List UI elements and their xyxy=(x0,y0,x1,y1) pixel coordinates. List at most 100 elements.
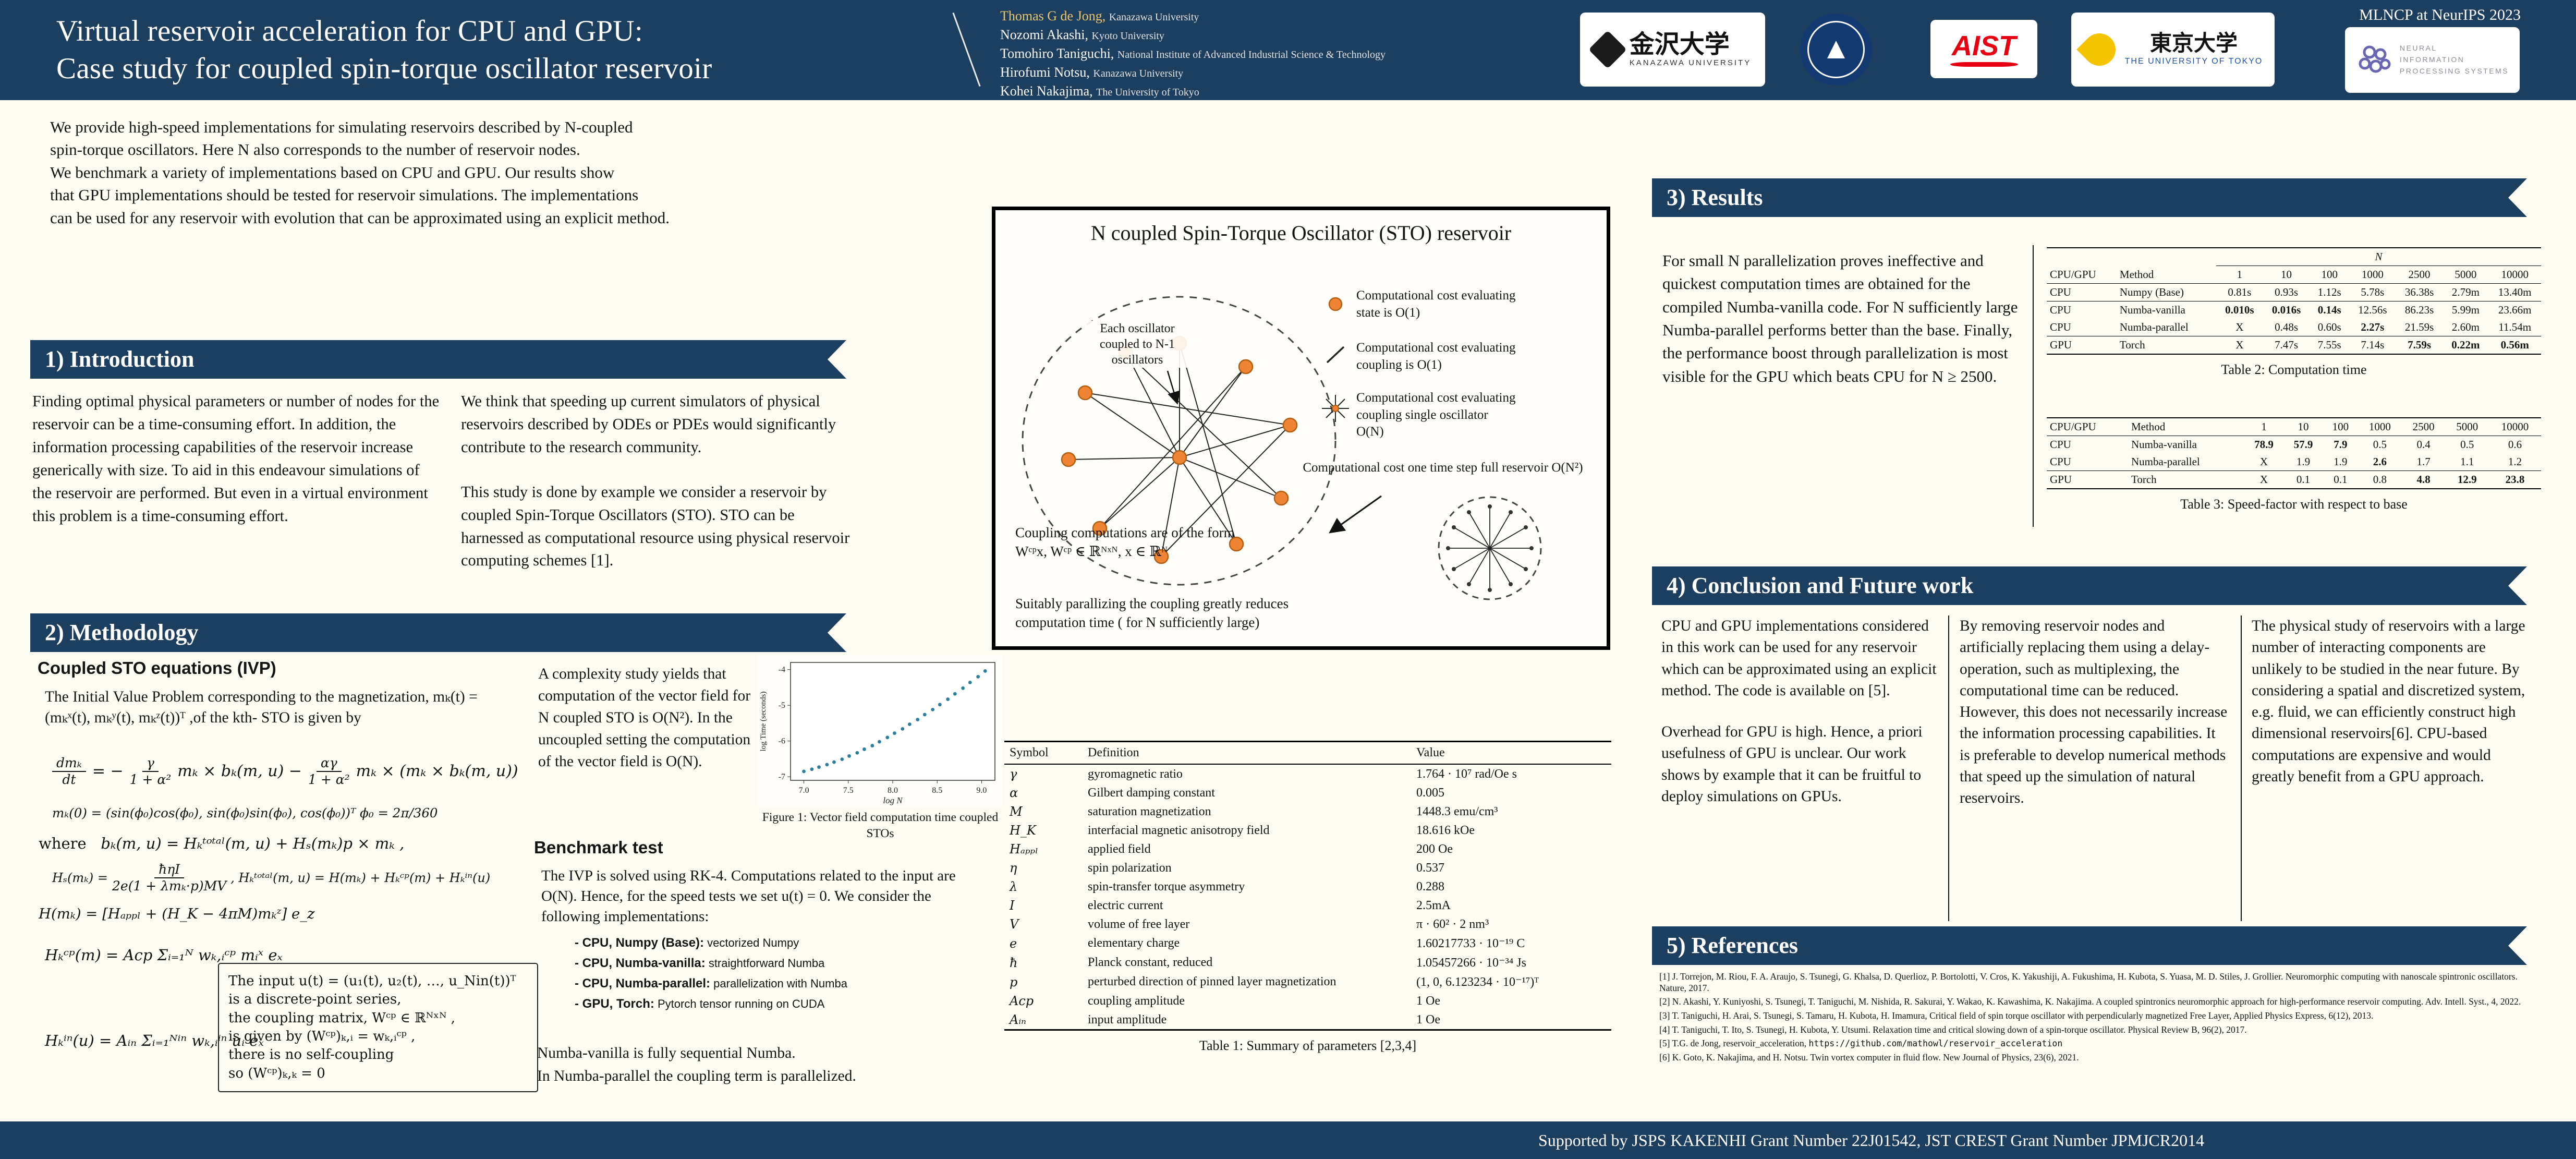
implementation-item: - GPU, Torch: Pytorch tensor running on … xyxy=(575,997,847,1011)
conference-label: MLNCP at NeurIPS 2023 xyxy=(2359,6,2521,23)
table-row: γ gyromagnetic ratio 1.764 · 10⁷ rad/Oe … xyxy=(1004,764,1611,783)
aist-label: AIST xyxy=(1951,30,2016,62)
introduction-column-1: Finding optimal physical parameters or n… xyxy=(32,392,440,525)
parameter-value: 2.5mA xyxy=(1416,898,1451,912)
author-list: Thomas G de Jong, Kanazawa University No… xyxy=(1000,7,1386,101)
implementation-list: - CPU, Numpy (Base): vectorized Numpy - … xyxy=(575,936,847,1011)
parameter-symbol: η xyxy=(1010,861,1017,875)
kyoto-university-emblem xyxy=(1800,14,1872,86)
title-line-1: Virtual reservoir acceleration for CPU a… xyxy=(56,15,643,47)
author-name: Kohei Nakajima, xyxy=(1000,83,1093,99)
table-row: H_K interfacial magnetic anisotropy fiel… xyxy=(1004,821,1611,840)
reference-item: [6] K. Goto, K. Nakajima, and H. Notsu. … xyxy=(1659,1052,2539,1064)
benchmark-intro: The IVP is solved using RK-4. Computatio… xyxy=(541,867,956,925)
table-row: Acp coupling amplitude 1 Oe xyxy=(1004,992,1611,1010)
diagram-annotation-state-cost: Computational cost evaluating state is O… xyxy=(1356,288,1516,320)
parameter-value: 18.616 kOe xyxy=(1416,823,1475,837)
neurips-logo-text: NEURAL INFORMATION PROCESSING SYSTEMS xyxy=(2400,43,2509,77)
table1-caption: Table 1: Summary of parameters [2,3,4] xyxy=(1199,1038,1417,1053)
references-list: [1] J. Torrejon, M. Riou, F. A. Araujo, … xyxy=(1659,971,2539,1066)
author-affiliation: Kanazawa University xyxy=(1109,11,1199,23)
equation-coupling-field: Hₖᶜᵖ(m) = Acp Σᵢ₌₁ᴺ wₖ,ᵢᶜᵖ mᵢˣ eₓ xyxy=(45,946,283,964)
parameter-symbol: Acp xyxy=(1010,994,1034,1008)
parameter-definition: gyromagnetic ratio xyxy=(1088,767,1183,781)
parameter-definition: applied field xyxy=(1088,842,1151,856)
section-header-conclusion: 4) Conclusion and Future work xyxy=(1652,566,2527,605)
parameter-value: 0.005 xyxy=(1416,786,1444,800)
parameter-definition: input amplitude xyxy=(1088,1012,1167,1027)
parameter-value: 0.537 xyxy=(1416,861,1444,875)
implementation-name: - CPU, Numba-parallel: xyxy=(575,976,711,991)
table-row: Aᵢₙ input amplitude 1 Oe xyxy=(1004,1010,1611,1030)
parameter-value: 1.764 · 10⁷ rad/Oe s xyxy=(1416,767,1517,781)
computation-time-block: N CPU/GPU Method 1 10 100 1000 2500 5000… xyxy=(2047,247,2541,378)
parameter-value: π · 60² · 2 nm³ xyxy=(1416,917,1489,931)
kanazawa-en-label: KANAZAWA UNIVERSITY xyxy=(1629,58,1752,67)
parameter-symbol: α xyxy=(1010,786,1018,800)
parameter-definition: interfacial magnetic anisotropy field xyxy=(1088,823,1270,837)
author-row: Thomas G de Jong, Kanazawa University xyxy=(1000,7,1386,26)
parameter-symbol: I xyxy=(1010,898,1015,913)
table-row: I electric current 2.5mA xyxy=(1004,896,1611,915)
svg-text:8.5: 8.5 xyxy=(932,786,942,795)
svg-text:-5: -5 xyxy=(779,701,785,710)
svg-text:-7: -7 xyxy=(779,772,785,781)
table-row: λ spin-transfer torque asymmetry 0.288 xyxy=(1004,877,1611,896)
parameter-definition: volume of free layer xyxy=(1088,917,1190,931)
author-affiliation: Kyoto University xyxy=(1091,30,1164,42)
kanazawa-jp-label: 金沢大学 xyxy=(1629,31,1730,59)
implementation-desc: vectorized Numpy xyxy=(704,936,799,949)
parameter-definition: Planck constant, reduced xyxy=(1088,956,1213,969)
computation-time-table: N CPU/GPU Method 1 10 100 1000 2500 5000… xyxy=(2047,247,2541,355)
author-name: Nozomi Akashi, xyxy=(1000,27,1088,42)
speed-factor-table: CPU/GPU Method 1 10 100 1000 2500 5000 1… xyxy=(2047,417,2541,489)
author-name: Hirofumi Notsu, xyxy=(1000,65,1090,80)
author-name: Tomohiro Taniguchi, xyxy=(1000,46,1114,61)
table3-caption: Table 3: Speed-factor with respect to ba… xyxy=(2180,497,2408,512)
parameter-symbol: V xyxy=(1010,917,1019,932)
introduction-paragraph-2: This study is done by example we conside… xyxy=(461,482,850,570)
ivp-intro-text: The Initial Value Problem corresponding … xyxy=(45,689,478,727)
reference-text: [4] T. Taniguchi, T. Ito, S. Tsunegi, H.… xyxy=(1659,1024,2247,1035)
implementation-item: - CPU, Numba-vanilla: straightforward Nu… xyxy=(575,956,847,971)
svg-text:-4: -4 xyxy=(779,666,785,674)
parameter-value: 200 Oe xyxy=(1416,842,1453,856)
author-row: Tomohiro Taniguchi, National Institute o… xyxy=(1000,45,1386,64)
funding-acknowledgement: Supported by JSPS KAKENHI Grant Number 2… xyxy=(1538,1131,2205,1150)
conclusion-column-2: By removing reservoir nodes and artifici… xyxy=(1960,618,2228,807)
introduction-paragraph-1: We think that speeding up current simula… xyxy=(461,392,836,456)
parameter-value: 1 Oe xyxy=(1416,994,1440,1008)
equation-input-field: Hₖⁱⁿ(u) = Aᵢₙ Σᵢ₌₁ᴺⁱⁿ wₖ,ᵢⁱⁿ uᵢ eₓ xyxy=(45,1032,264,1049)
abstract-line: can be used for any reservoir with evolu… xyxy=(50,208,670,227)
table-row: p perturbed direction of pinned layer ma… xyxy=(1004,972,1611,992)
benchmark-heading: Benchmark test xyxy=(534,838,663,857)
parameter-symbol: ħ xyxy=(1010,955,1018,970)
results-text: For small N parallelization proves ineff… xyxy=(1662,251,2018,385)
author-affiliation: The University of Tokyo xyxy=(1096,87,1199,98)
parameter-symbol: M xyxy=(1010,804,1023,819)
conclusion-column-1: CPU and GPU implementations considered i… xyxy=(1661,615,1939,827)
table-row: GPU Torch X 7.47s 7.55s 7.14s 7.59s 0.22… xyxy=(2047,336,2541,354)
parameter-symbol: Hₐₚₚₗ xyxy=(1010,842,1038,856)
reference-item: [3] T. Taniguchi, H. Arai, S. Tsunegi, S… xyxy=(1659,1010,2539,1022)
parameter-symbol: λ xyxy=(1010,879,1018,894)
input-definition-line: The input u(t) = (u₁(t), u₂(t), …, u_Nin… xyxy=(228,973,516,989)
neurips-text-line: PROCESSING SYSTEMS xyxy=(2399,66,2509,75)
table-row: CPU Numba-parallel X 0.48s 0.60s 2.27s 2… xyxy=(2050,321,2532,333)
tokyo-jp-label: 東京大学 xyxy=(2149,32,2238,56)
column-header-row: CPU/GPU Method 1 10 100 1000 2500 5000 1… xyxy=(2047,265,2541,284)
section-header-methodology: 2) Methodology xyxy=(30,613,846,652)
parameter-definition: elementary charge xyxy=(1088,936,1180,950)
input-definition-line: the coupling matrix, Wᶜᵖ ∈ ℝᴺˣᴺ , xyxy=(228,1010,455,1026)
section-header-introduction: 1) Introduction xyxy=(30,340,846,379)
reference-item: [4] T. Taniguchi, T. Ito, S. Tsunegi, H.… xyxy=(1659,1024,2539,1036)
parameter-definition: perturbed direction of pinned layer magn… xyxy=(1088,975,1336,988)
github-link[interactable]: https://github.com/mathowl/reservoir_acc… xyxy=(1808,1039,2063,1049)
abstract-line: that GPU implementations should be teste… xyxy=(50,186,639,204)
input-definition-box: The input u(t) = (u₁(t), u₂(t), …, u_Nin… xyxy=(218,963,538,1093)
parameter-symbol: p xyxy=(1010,974,1018,989)
svg-text:log N: log N xyxy=(883,795,903,805)
conclusion-paragraph-1: CPU and GPU implementations considered i… xyxy=(1661,618,1937,699)
tokyo-en-label: THE UNIVERSITY OF TOKYO xyxy=(2124,57,2263,66)
